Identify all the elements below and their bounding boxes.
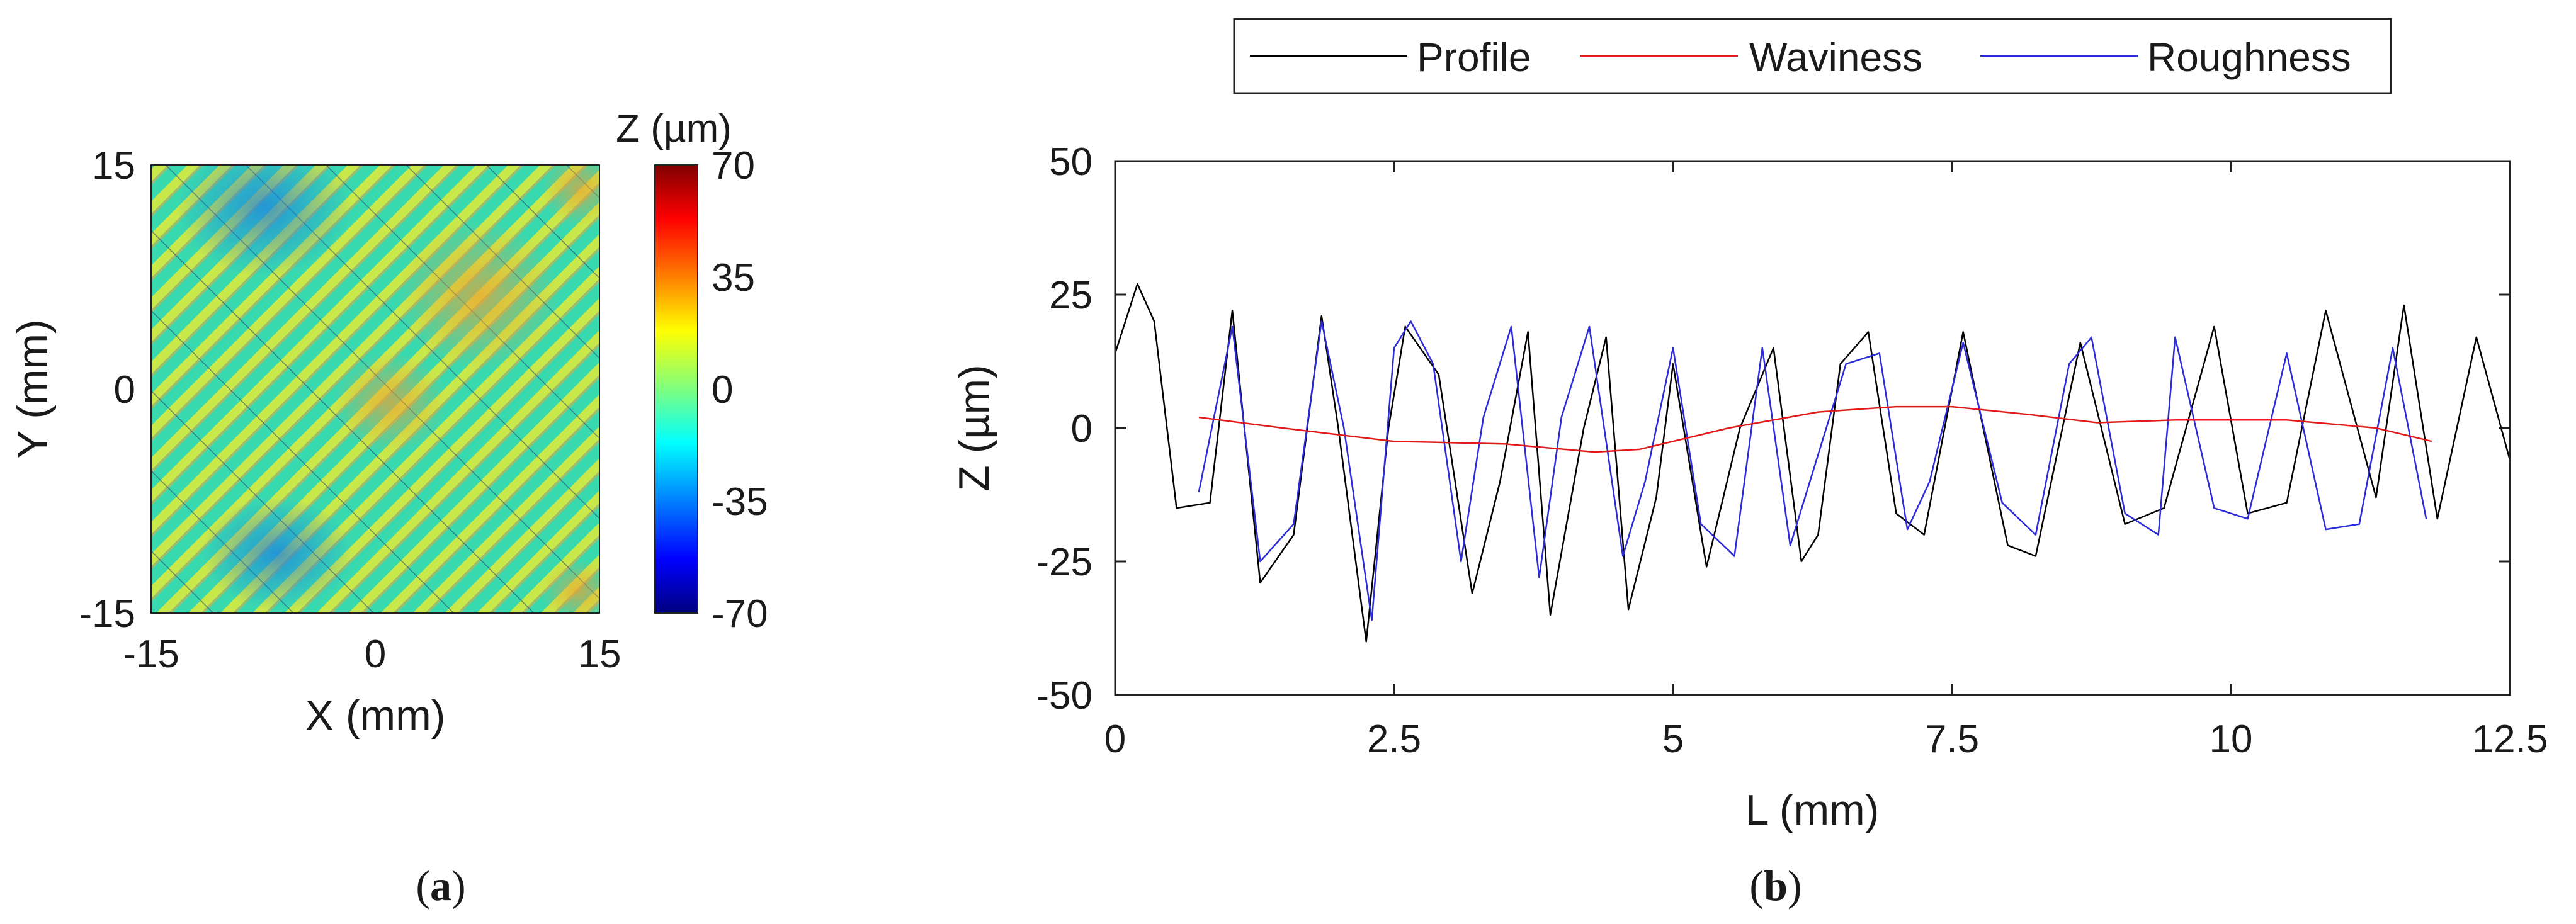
y-tick-label: 50 <box>1049 140 1092 184</box>
heatmap-surface <box>151 165 599 613</box>
x-axis-label: L (mm) <box>1745 786 1880 834</box>
tick-marks <box>1114 160 2511 696</box>
heatmap-ytick: 0 <box>114 368 135 412</box>
x-tick-label: 12.5 <box>2472 718 2548 761</box>
line-series-group <box>1115 283 2510 643</box>
heatmap-ytick: -15 <box>79 592 135 636</box>
x-tick-label: 0 <box>1104 718 1126 761</box>
heatmap-xtick: -15 <box>123 633 179 676</box>
x-tick-label: 10 <box>2210 718 2253 761</box>
heatmap-y-label: Y (mm) <box>9 319 57 459</box>
legend: Profile Waviness Roughness <box>1233 18 2392 94</box>
colorbar-title: Z (µm) <box>616 107 732 150</box>
x-tick-label: 2.5 <box>1367 718 1421 761</box>
x-tick-label: 7.5 <box>1925 718 1979 761</box>
panel-b: 0 2.5 5 7.5 10 12.5 50 25 0 -25 -50 L (m… <box>950 18 2548 910</box>
panel-b-caption: (b) <box>1749 862 1801 910</box>
y-tick-label: 0 <box>1071 407 1092 451</box>
y-tick-label: -50 <box>1036 674 1092 718</box>
panel-a-caption: (a) <box>416 862 465 910</box>
heatmap-frame <box>150 164 600 614</box>
y-axis-label: Z (µm) <box>950 364 998 492</box>
colorbar-tick: 35 <box>712 256 755 300</box>
panel-a: -15 0 15 15 0 -15 X (mm) Y (mm) Z (µm) 7… <box>9 107 768 910</box>
colorbar-tick: -35 <box>712 480 768 524</box>
series-line-waviness <box>1198 405 2432 453</box>
y-tick-label: 25 <box>1049 274 1092 317</box>
colorbar <box>654 164 698 614</box>
legend-label-roughness: Roughness <box>2147 35 2351 80</box>
heatmap-xtick: 0 <box>365 633 386 676</box>
colorbar-tick: 0 <box>712 368 733 412</box>
colorbar-tick: -70 <box>712 592 768 636</box>
x-tick-label: 5 <box>1662 718 1684 761</box>
plot-area <box>1115 161 2510 695</box>
heatmap-x-label: X (mm) <box>305 692 446 740</box>
legend-label-waviness: Waviness <box>1749 35 1922 80</box>
heatmap-xtick: 15 <box>578 633 621 676</box>
heatmap-ytick: 15 <box>92 144 135 188</box>
colorbar-tick: 70 <box>712 144 755 188</box>
y-tick-label: -25 <box>1036 541 1092 584</box>
legend-label-profile: Profile <box>1417 35 1531 80</box>
series-line-roughness <box>1198 320 2427 621</box>
